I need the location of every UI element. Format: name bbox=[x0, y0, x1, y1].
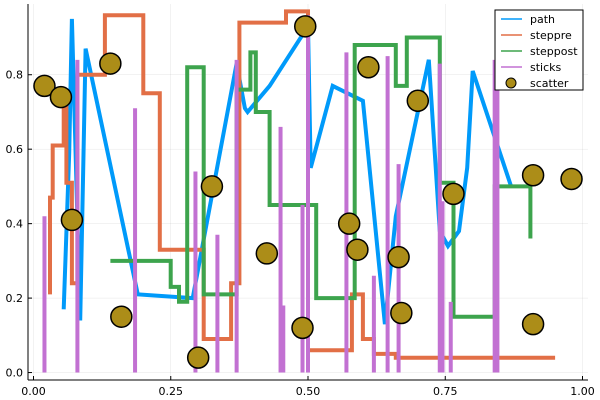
scatter-point-8 bbox=[291, 316, 314, 340]
y-tick-label-4: 0.8 bbox=[6, 69, 24, 82]
legend-label-path: path bbox=[530, 13, 555, 26]
x-tick-label-1: 0.25 bbox=[158, 385, 183, 398]
scatter-point-1 bbox=[49, 85, 73, 109]
scatter-point-7 bbox=[255, 242, 279, 265]
y-tick-label-2: 0.4 bbox=[6, 218, 24, 231]
y-tick-label-1: 0.2 bbox=[6, 292, 24, 305]
scatter-point-2 bbox=[60, 208, 84, 232]
scatter-point-9 bbox=[294, 15, 317, 38]
scatter-point-13 bbox=[387, 245, 410, 269]
x-tick-label-0: 0.00 bbox=[21, 385, 46, 398]
legend-label-sticks: sticks bbox=[530, 61, 562, 74]
steppost-line bbox=[110, 35, 533, 319]
scatter-point-17 bbox=[521, 163, 545, 187]
scatter-point-11 bbox=[346, 238, 369, 261]
scatter-point-6 bbox=[200, 175, 224, 198]
x-tick-label-4: 1.00 bbox=[570, 385, 595, 398]
scatter-point-18 bbox=[521, 312, 545, 336]
scatter-point-3 bbox=[99, 52, 122, 75]
y-tick-label-0: 0.0 bbox=[6, 367, 24, 380]
scatter-point-12 bbox=[357, 56, 380, 79]
scatter-point-4 bbox=[110, 305, 133, 328]
scatter-point-5 bbox=[186, 346, 210, 369]
scatter-point-15 bbox=[406, 89, 430, 113]
legend-label-scatter: scatter bbox=[530, 77, 569, 90]
legend-marker-scatter bbox=[505, 77, 517, 89]
x-tick-label-2: 0.50 bbox=[296, 385, 321, 398]
legend: path steppre steppost sticks scatter bbox=[494, 9, 584, 91]
x-tick-label-3: 0.75 bbox=[433, 385, 458, 398]
legend-label-steppre: steppre bbox=[530, 29, 572, 42]
legend-box bbox=[494, 9, 584, 91]
series-steppost bbox=[110, 35, 533, 319]
scatter-point-0 bbox=[33, 74, 56, 98]
scatter-point-14 bbox=[390, 301, 413, 325]
axes bbox=[27, 4, 588, 381]
scatter-point-19 bbox=[560, 167, 583, 191]
series-scatter bbox=[33, 15, 583, 369]
scatter-point-16 bbox=[442, 182, 465, 206]
tick-labels: 0.00 0.25 0.50 0.75 1.00 0.0 0.2 0.4 0.6 0.8 bbox=[6, 69, 595, 398]
legend-label-steppost: steppost bbox=[530, 45, 578, 58]
scatter-point-10 bbox=[337, 212, 361, 235]
y-tick-label-3: 0.6 bbox=[6, 143, 24, 156]
series-group bbox=[33, 9, 583, 373]
